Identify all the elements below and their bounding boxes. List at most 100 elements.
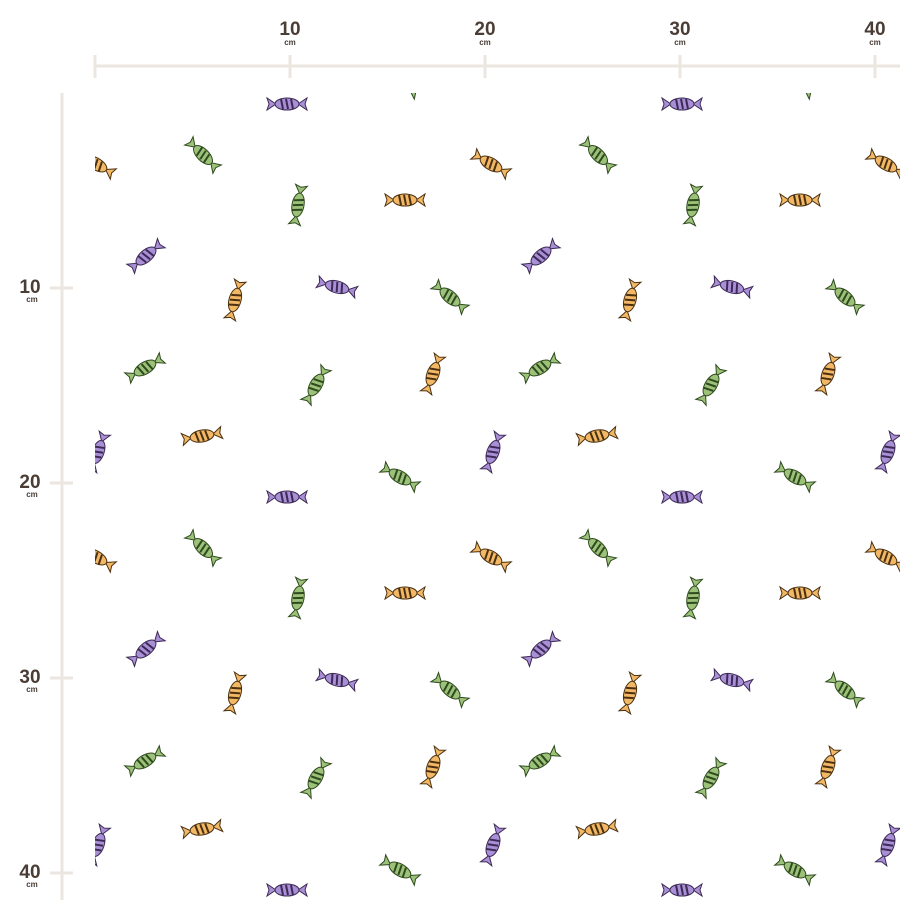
candy-end xyxy=(378,460,392,473)
candy-end xyxy=(98,429,112,443)
candy-end xyxy=(803,481,817,494)
candy-end xyxy=(222,309,237,323)
candy-end xyxy=(499,561,513,574)
candy-stripe xyxy=(488,551,494,563)
candy-end xyxy=(575,825,588,840)
candy-end xyxy=(320,756,333,770)
candy-end xyxy=(299,786,312,800)
candy-stripe xyxy=(597,153,606,164)
candy-stripe xyxy=(626,293,637,297)
candy-end xyxy=(689,183,704,196)
top-tick-unit: cm xyxy=(869,38,881,47)
candy-end xyxy=(346,678,360,693)
candy-stripe xyxy=(484,156,490,167)
candy-stripe xyxy=(735,676,739,687)
candy-stripe xyxy=(590,539,599,550)
candy-end xyxy=(479,461,493,475)
candy-stripe xyxy=(599,430,605,441)
candy xyxy=(814,351,842,397)
candy xyxy=(661,882,703,898)
candy xyxy=(287,183,309,227)
candy xyxy=(874,822,900,868)
candy-stripe xyxy=(597,546,606,557)
candy xyxy=(694,363,728,407)
candy-end xyxy=(95,461,98,475)
candy-stripe xyxy=(308,779,319,785)
candy-end xyxy=(661,882,672,898)
candy-stripe xyxy=(821,769,832,774)
candy-end xyxy=(287,214,302,227)
candy-end xyxy=(457,303,471,316)
candy xyxy=(518,744,562,778)
candy-end xyxy=(429,671,443,684)
left-tick-unit: cm xyxy=(26,685,38,694)
candy-stripe xyxy=(879,549,885,560)
candy-end xyxy=(210,555,223,568)
candy xyxy=(773,460,817,494)
candy-stripe xyxy=(675,884,679,896)
candy-stripe xyxy=(137,648,147,657)
candy-end xyxy=(297,96,308,112)
candy-end xyxy=(692,96,703,112)
candy-stripe xyxy=(335,281,339,293)
candy-end xyxy=(125,655,139,668)
candy-stripe xyxy=(285,884,289,896)
candy-end xyxy=(682,214,697,227)
candy-end xyxy=(408,93,422,101)
candy-end xyxy=(548,351,562,364)
candy-end xyxy=(266,96,277,112)
candy xyxy=(518,351,562,385)
candy-stripe xyxy=(195,146,204,157)
candy-stripe xyxy=(725,280,729,291)
candy-end xyxy=(824,671,838,684)
candy xyxy=(299,363,333,407)
left-tick-label: 30 xyxy=(19,667,40,688)
candy-stripe xyxy=(685,98,689,110)
candy-stripe xyxy=(798,587,802,599)
candy-stripe xyxy=(821,376,832,381)
candy-stripe xyxy=(486,847,497,852)
candy-stripe xyxy=(95,838,105,843)
candy-end xyxy=(709,274,723,289)
candy-stripe xyxy=(887,554,893,565)
candy-stripe xyxy=(708,771,719,777)
candy-stripe xyxy=(589,824,595,835)
candy-end xyxy=(378,853,392,866)
candy xyxy=(803,93,817,101)
candy-end xyxy=(814,383,828,397)
candy xyxy=(95,155,118,181)
candy-end xyxy=(408,481,422,494)
candy-end xyxy=(578,135,591,148)
candy xyxy=(469,147,513,181)
candy xyxy=(123,744,167,778)
candy-end xyxy=(814,776,828,790)
top-tick-label: 20 xyxy=(474,19,495,40)
candy-stripe xyxy=(95,551,99,563)
candy-stripe xyxy=(340,676,344,687)
top-tick-label: 40 xyxy=(864,19,885,40)
candy-stripe xyxy=(429,760,440,765)
candy-stripe xyxy=(845,688,853,699)
candy-stripe xyxy=(403,194,407,206)
candy-stripe xyxy=(95,450,104,454)
candy-stripe xyxy=(426,376,437,381)
candy-stripe xyxy=(450,688,458,699)
candy-stripe xyxy=(194,431,200,442)
candy-stripe xyxy=(97,554,103,565)
candy-stripe xyxy=(624,691,636,695)
candy-stripe xyxy=(228,696,239,700)
candy-end xyxy=(628,277,643,291)
candy-stripe xyxy=(788,862,794,873)
candy-stripe xyxy=(229,691,241,695)
candy-stripe xyxy=(708,378,719,384)
candy-end xyxy=(894,561,900,574)
candy-stripe xyxy=(401,867,407,878)
candy-end xyxy=(95,854,98,868)
candy-stripe xyxy=(489,445,500,450)
candy-stripe xyxy=(290,884,294,896)
candy xyxy=(874,429,900,475)
candy-stripe xyxy=(837,681,845,692)
candy-end xyxy=(894,168,900,181)
candy-end xyxy=(183,528,196,541)
candy-end xyxy=(493,429,507,443)
